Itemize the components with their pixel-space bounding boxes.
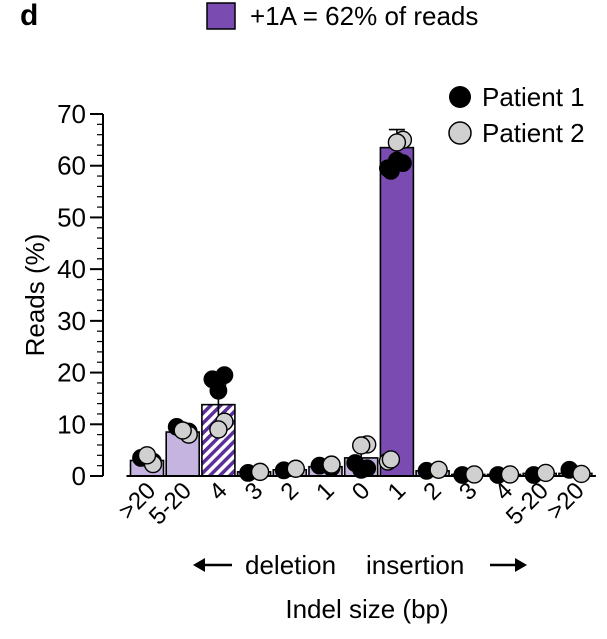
y-tick-label: 40 xyxy=(57,254,86,284)
patient2-point-8 xyxy=(429,460,448,479)
patient2-point-7 xyxy=(381,450,401,469)
legend-patient1-label: Patient 1 xyxy=(482,82,585,112)
x-tick-label: >20 xyxy=(542,477,590,525)
y-tick-label: 60 xyxy=(57,151,86,181)
x-tick-labels: >205-20 4 3 2 1 0 1 2 3 45-20>20 xyxy=(113,477,589,530)
top-legend-text: +1A = 62% of reads xyxy=(250,1,478,31)
patient1-point-2 xyxy=(215,366,234,385)
patient2-point-9 xyxy=(465,465,484,484)
x-tick-label: 4 xyxy=(204,477,233,506)
y-tick-label: 0 xyxy=(72,461,86,491)
patient2-point-12 xyxy=(572,464,591,484)
y-axis-label: Reads (%) xyxy=(20,234,50,357)
y-tick-label: 30 xyxy=(57,306,86,336)
patient2-point-0 xyxy=(137,446,157,465)
legend-patient2-label: Patient 2 xyxy=(482,118,585,148)
patient2-point-5 xyxy=(322,455,341,474)
x-tick-label: 1 xyxy=(383,477,412,506)
patient2-point-7 xyxy=(387,133,407,152)
legend-patient1-marker xyxy=(449,86,471,108)
top-legend-swatch xyxy=(206,2,236,30)
bars-layer xyxy=(126,146,596,477)
direction-annotation: deletion insertion xyxy=(193,550,527,580)
x-tick-label: 1 xyxy=(311,477,340,506)
patient2-point-3 xyxy=(250,462,270,482)
patient2-point-6 xyxy=(352,436,371,455)
legend-patient2-marker xyxy=(448,121,472,145)
dots-layer xyxy=(132,130,591,484)
bar-7 xyxy=(379,146,415,477)
x-tick-label: 0 xyxy=(347,477,376,506)
x-tick-label: 5-20 xyxy=(144,477,197,530)
y-tick-label: 20 xyxy=(57,358,86,388)
deletion-label: deletion xyxy=(245,550,336,580)
y-tick-label: 10 xyxy=(57,409,86,439)
x-tick-label: 2 xyxy=(418,477,447,506)
y-ticks: 0 10 20 30 40 50 60 70 xyxy=(57,99,103,491)
insertion-label: insertion xyxy=(366,550,464,580)
patient1-point-6 xyxy=(352,460,371,479)
left-arrow-head xyxy=(193,558,205,572)
x-tick-label: 3 xyxy=(240,477,269,506)
patient2-point-11 xyxy=(536,463,555,483)
patient2-point-10 xyxy=(500,465,520,484)
patient2-point-2 xyxy=(209,420,228,439)
patient1-point-7 xyxy=(378,159,397,178)
patient1-point-2 xyxy=(209,381,228,400)
y-tick-label: 50 xyxy=(57,202,86,232)
patient2-point-4 xyxy=(286,459,305,478)
right-arrow-head xyxy=(515,558,527,572)
patient2-point-1 xyxy=(173,421,192,440)
x-axis-label: Indel size (bp) xyxy=(285,594,448,624)
x-tick-label: 2 xyxy=(276,477,305,506)
panel-label: d xyxy=(20,0,38,32)
y-tick-label: 70 xyxy=(57,99,86,129)
